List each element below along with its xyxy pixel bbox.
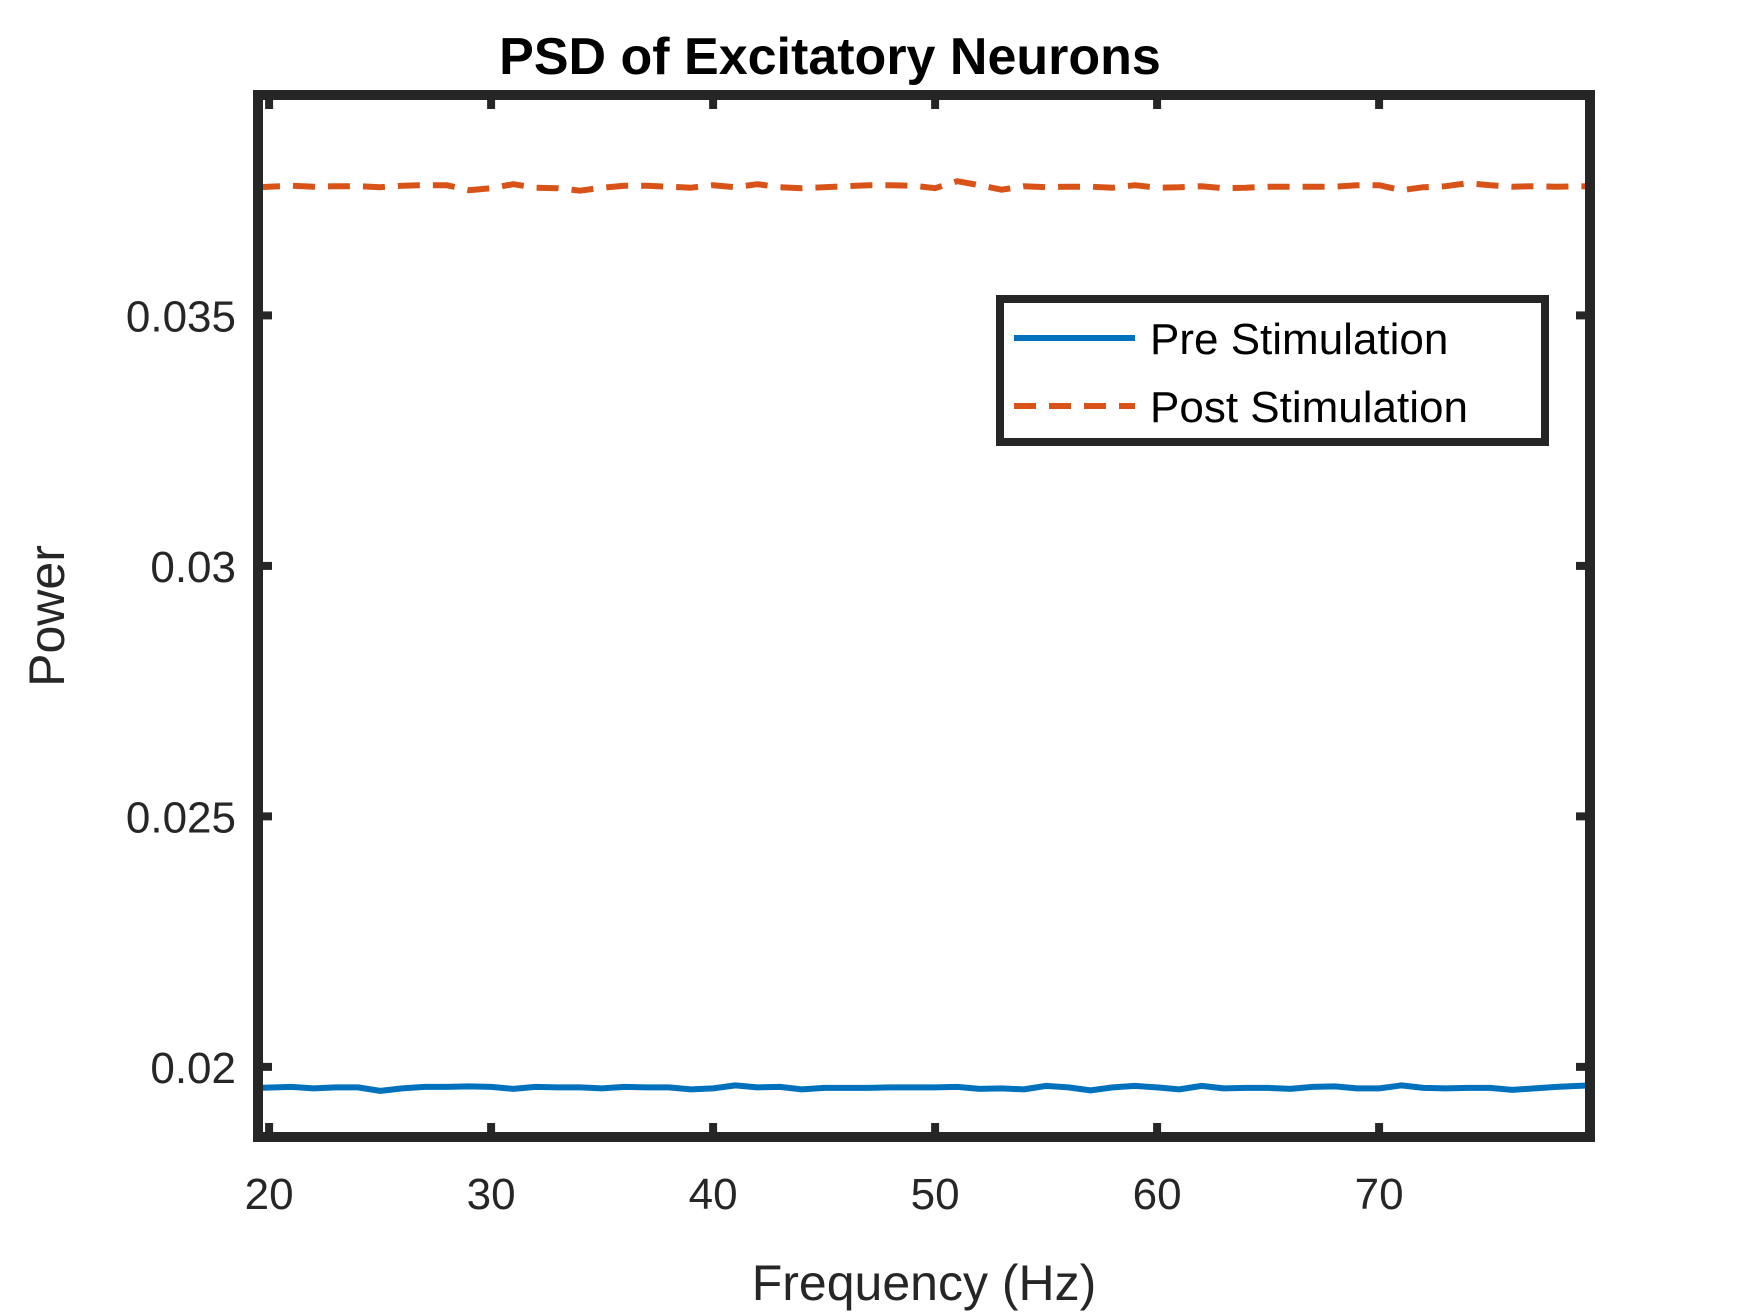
chart-title: PSD of Excitatory Neurons	[499, 28, 1161, 86]
plot-frame	[253, 90, 1595, 1142]
y-axis-label: Power	[19, 545, 75, 687]
x-tick-label: 60	[1133, 1170, 1182, 1219]
x-tick-label: 30	[467, 1170, 516, 1219]
y-tick-label: 0.025	[126, 793, 236, 842]
y-tick-label: 0.03	[150, 543, 236, 592]
series-line-post-stimulation	[257, 178, 1591, 194]
legend-label-pre-stimulation: Pre Stimulation	[1150, 315, 1448, 364]
legend-label-post-stimulation: Post Stimulation	[1150, 383, 1468, 432]
x-axis-label: Frequency (Hz)	[752, 1255, 1097, 1311]
x-tick-label: 50	[911, 1170, 960, 1219]
legend: Pre Stimulation Post Stimulation	[996, 295, 1549, 446]
x-tick-label: 70	[1355, 1170, 1404, 1219]
tick-layer: 20 30 40 50 60 70 0.02 0.025 0.03 0.035	[126, 95, 1590, 1219]
y-tick-label: 0.035	[126, 292, 236, 341]
y-tick-label: 0.02	[150, 1044, 236, 1093]
series-line-pre-stimulation	[257, 1082, 1591, 1094]
x-tick-label: 20	[245, 1170, 294, 1219]
series-layer	[257, 178, 1591, 1094]
legend-box	[996, 295, 1549, 446]
x-tick-label: 40	[689, 1170, 738, 1219]
